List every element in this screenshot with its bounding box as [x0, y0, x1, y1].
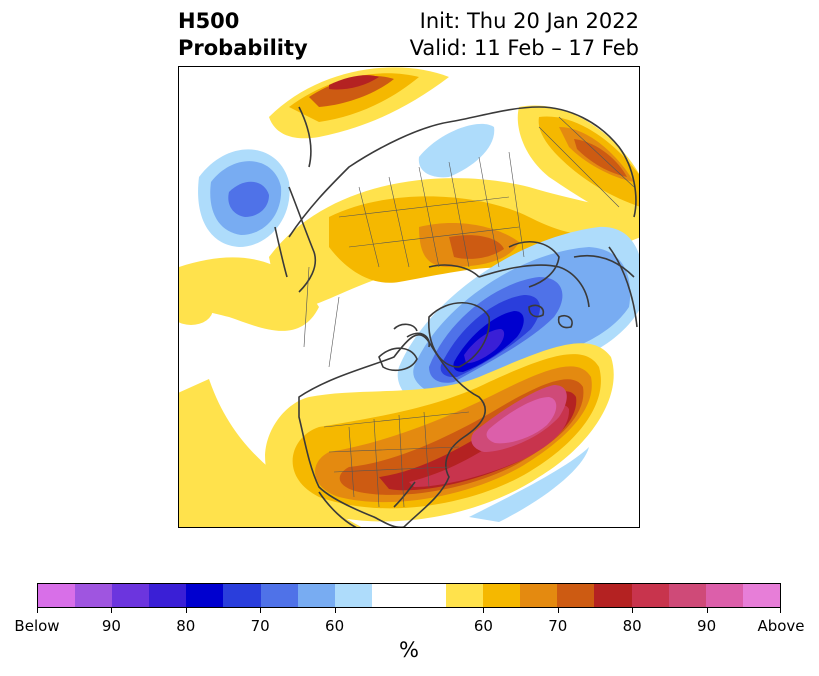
title-type: Probability [178, 36, 308, 60]
chart-dates: Init: Thu 20 Jan 2022 Valid: 11 Feb – 17… [410, 8, 639, 62]
colorbar-segment [260, 584, 298, 607]
coastlines [274, 106, 638, 527]
colorbar-tick [558, 608, 559, 613]
above-90-ne [574, 139, 627, 177]
above-90-eurasia [449, 235, 504, 259]
map-frame [178, 66, 640, 528]
colorbar-tick-label: 70 [250, 617, 270, 635]
below-60-subtropics [469, 447, 589, 522]
above-80-north [309, 76, 394, 107]
colorbar-tick [37, 608, 38, 613]
colorbar-segment [483, 584, 521, 607]
colorbar-segment [705, 584, 743, 607]
colorbar-tick-label: 60 [325, 617, 345, 635]
colorbar-segment [594, 584, 632, 607]
below-80-pacific [228, 181, 269, 217]
colorbar-segment [446, 584, 484, 607]
colorbar-tick-label: 90 [697, 617, 717, 635]
title-variable: H500 [178, 9, 240, 33]
colorbar-segment [557, 584, 595, 607]
above-90-north [329, 75, 379, 90]
colorbar-segment [149, 584, 187, 607]
below-60-siberia [418, 123, 495, 178]
above-core-eastna [486, 397, 557, 444]
valid-range: Valid: 11 Feb – 17 Feb [409, 36, 639, 60]
chart-title: H500 Probability [178, 8, 308, 62]
colorbar-tick-label: Above [757, 617, 805, 635]
below-core-atlantic [464, 329, 505, 364]
polar-map [179, 67, 639, 527]
colorbar-segment [631, 584, 669, 607]
colorbar-segment [186, 584, 224, 607]
colorbar-tick-label: 90 [101, 617, 121, 635]
colorbar-tick [111, 608, 112, 613]
colorbar-unit: % [399, 638, 419, 662]
above-60-spot-west [179, 293, 213, 325]
colorbar-tick [632, 608, 633, 613]
political-borders [303, 116, 635, 508]
colorbar-segment [38, 584, 76, 607]
colorbar-segment [112, 584, 150, 607]
colorbar-segment [334, 584, 372, 607]
init-date: Init: Thu 20 Jan 2022 [419, 9, 639, 33]
colorbar-segment [520, 584, 558, 607]
colorbar-tick-label: 80 [622, 617, 642, 635]
colorbar-tick-label: 80 [176, 617, 196, 635]
colorbar-tick [707, 608, 708, 613]
colorbar [37, 583, 781, 608]
colorbar-tick [780, 608, 781, 613]
colorbar-segment [668, 584, 706, 607]
colorbar-tick [335, 608, 336, 613]
colorbar-tick-label: 60 [473, 617, 493, 635]
colorbar-tick-label: Below [14, 617, 60, 635]
colorbar-segment [297, 584, 335, 607]
colorbar-segment [223, 584, 261, 607]
colorbar-tick [260, 608, 261, 613]
colorbar-tick [186, 608, 187, 613]
colorbar-segment [742, 584, 780, 607]
colorbar-tick [483, 608, 484, 613]
above-60-band-west [179, 379, 379, 527]
colorbar-segment [371, 584, 447, 607]
colorbar-tick-label: 70 [548, 617, 568, 635]
colorbar-segment [75, 584, 113, 607]
